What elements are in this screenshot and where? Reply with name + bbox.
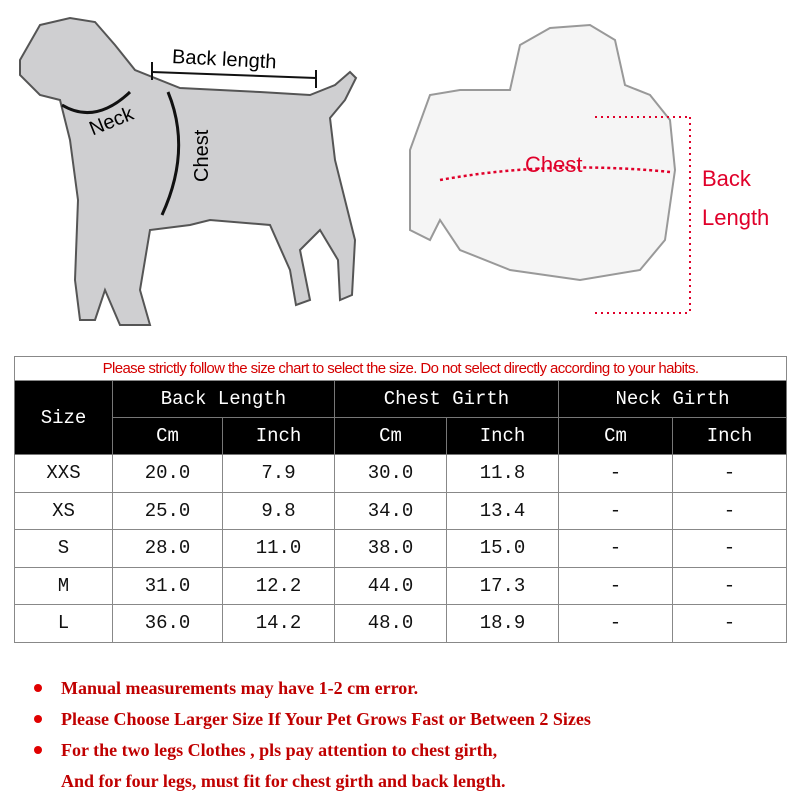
table-row: M 31.0 12.2 44.0 17.3- - [14, 566, 788, 605]
value-cell: - [671, 566, 788, 605]
hoodie-back-label: Back [702, 166, 752, 191]
hoodie-length-label: Length [702, 205, 769, 230]
value-cell: 7.9 [222, 454, 335, 493]
value-cell: - [558, 566, 673, 605]
value-cell: 30.0 [334, 454, 447, 493]
note-text: And for four legs, must fit for chest gi… [61, 771, 506, 791]
unit-header: Cm [334, 417, 447, 455]
note-item: And for four legs, must fit for chest gi… [34, 767, 591, 798]
value-cell: 13.4 [446, 491, 559, 530]
value-cell: 15.0 [446, 529, 559, 568]
unit-header: Cm [112, 417, 223, 455]
value-cell: 25.0 [112, 491, 223, 530]
value-cell: - [558, 454, 673, 493]
value-cell: - [558, 491, 673, 530]
value-cell: 12.2 [222, 566, 335, 605]
hoodie-measurement-diagram: Chest Back Length [409, 23, 769, 314]
value-cell: - [671, 491, 788, 530]
size-cell: S [14, 529, 113, 568]
size-cell: XS [14, 491, 113, 530]
bullet-icon [34, 684, 42, 692]
value-cell: 9.8 [222, 491, 335, 530]
value-cell: - [671, 529, 788, 568]
value-cell: 14.2 [222, 604, 335, 643]
notes-list: Manual measurements may have 1-2 cm erro… [34, 674, 591, 798]
value-cell: 20.0 [112, 454, 223, 493]
note-item: Please Choose Larger Size If Your Pet Gr… [34, 705, 591, 736]
back-length-label: Back length [172, 46, 278, 73]
note-item: Manual measurements may have 1-2 cm erro… [34, 674, 591, 705]
value-cell: 34.0 [334, 491, 447, 530]
unit-header: Inch [222, 417, 335, 455]
table-row: XS 25.0 9.8 34.0 13.4- - [14, 491, 788, 530]
unit-header: Cm [558, 417, 673, 455]
value-cell: 48.0 [334, 604, 447, 643]
value-cell: - [671, 604, 788, 643]
value-cell: - [558, 604, 673, 643]
value-cell: 44.0 [334, 566, 447, 605]
value-cell: 36.0 [112, 604, 223, 643]
group-header: Neck Girth [557, 380, 788, 418]
note-text: Please Choose Larger Size If Your Pet Gr… [61, 709, 591, 729]
value-cell: 18.9 [446, 604, 559, 643]
value-cell: 28.0 [112, 529, 223, 568]
bullet-icon [34, 746, 42, 754]
dog-silhouette [19, 16, 358, 326]
note-item: For the two legs Clothes , pls pay atten… [34, 736, 591, 767]
size-cell: XXS [14, 454, 113, 493]
group-header: Back Length [112, 380, 335, 418]
value-cell: - [671, 454, 788, 493]
note-text: For the two legs Clothes , pls pay atten… [61, 740, 498, 760]
dog-measurement-diagram: Back length Neck Chest [19, 16, 358, 326]
size-header: Size [14, 380, 113, 455]
value-cell: 11.0 [222, 529, 335, 568]
table-row: L 36.0 14.2 48.0 18.9- - [14, 604, 788, 643]
hoodie-chest-label: Chest [525, 152, 582, 177]
value-cell: 11.8 [446, 454, 559, 493]
value-cell: 38.0 [334, 529, 447, 568]
table-row: XXS 20.0 7.9 30.0 11.8- - [14, 454, 788, 493]
hoodie-outline [409, 23, 677, 282]
value-cell: 17.3 [446, 566, 559, 605]
size-notice: Please strictly follow the size chart to… [13, 356, 788, 381]
value-cell: - [558, 529, 673, 568]
note-text: Manual measurements may have 1-2 cm erro… [61, 678, 419, 698]
unit-header: Inch [446, 417, 559, 455]
bullet-icon [34, 715, 42, 723]
unit-header: Inch [671, 417, 788, 455]
size-chart-table: Please strictly follow the size chart to… [13, 356, 788, 643]
value-cell: 31.0 [112, 566, 223, 605]
table-row: S 28.0 11.0 38.0 15.0- - [14, 529, 788, 568]
group-header: Chest Girth [334, 380, 559, 418]
size-cell: L [14, 604, 113, 643]
chest-label: Chest [191, 129, 213, 182]
size-cell: M [14, 566, 113, 605]
